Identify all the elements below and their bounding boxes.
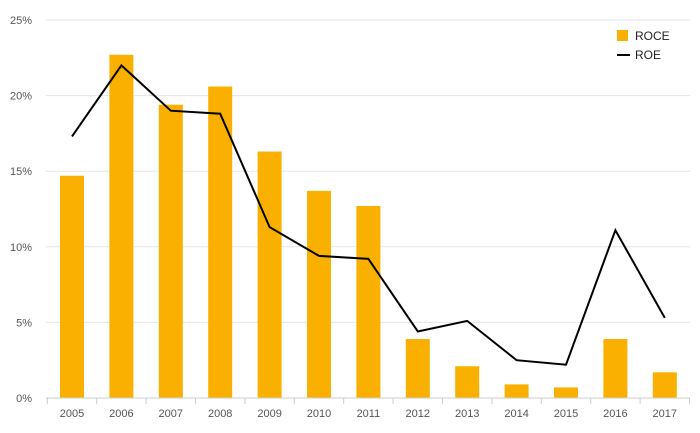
bar-roce-2012 [405, 339, 430, 398]
bar-roce-2010 [307, 190, 331, 398]
legend: ROCE ROE [617, 29, 670, 62]
bar-roce-2011 [356, 205, 381, 398]
x-tick-label-2009: 2009 [257, 408, 281, 420]
bar-roce-2013 [455, 366, 480, 398]
y-axis-ticks: 0% 5% 10% 15% 20% 25% [10, 15, 32, 405]
bar-roce-2007 [158, 104, 183, 398]
bar-roce-2006 [109, 54, 134, 398]
legend-label-roce: ROCE [635, 29, 670, 43]
x-tick-label-2010: 2010 [307, 408, 331, 420]
x-tick-label-2008: 2008 [208, 408, 232, 420]
x-tick-label-2013: 2013 [455, 408, 479, 420]
bar-roce-2005 [60, 175, 84, 398]
y-tick-label: 5% [16, 317, 32, 329]
bar-roce-2017 [652, 372, 677, 398]
x-tick-label-2011: 2011 [357, 408, 381, 420]
bar-roce-2008 [208, 86, 233, 398]
bar-roce-2016 [603, 339, 628, 398]
bar-roce-2009 [257, 151, 282, 398]
roe-line-group [71, 63, 666, 366]
y-tick-label: 0% [16, 393, 32, 405]
x-tick-label-2006: 2006 [109, 408, 133, 420]
bar-roce-2014 [504, 384, 529, 398]
x-tick-label-2017: 2017 [653, 408, 677, 420]
y-tick-label: 20% [10, 91, 32, 103]
x-tick-label-2005: 2005 [60, 408, 84, 420]
y-tick-label: 25% [10, 15, 32, 27]
x-axis: 2005 2006 2007 2008 2009 2010 2011 2012 2013 2014… [46, 397, 690, 420]
x-tick-label-2015: 2015 [554, 408, 578, 420]
bar-roce-2015 [554, 387, 578, 398]
roce-bars [60, 54, 677, 398]
x-tick-label-2014: 2014 [504, 408, 528, 420]
x-tick-label-2007: 2007 [159, 408, 183, 420]
legend-swatch-roce [617, 30, 628, 41]
y-tick-label: 15% [10, 166, 32, 178]
y-tick-label: 10% [10, 242, 32, 254]
x-tick-label-2016: 2016 [603, 408, 627, 420]
legend-label-roe: ROE [635, 48, 661, 62]
x-tick-label-2012: 2012 [406, 408, 430, 420]
